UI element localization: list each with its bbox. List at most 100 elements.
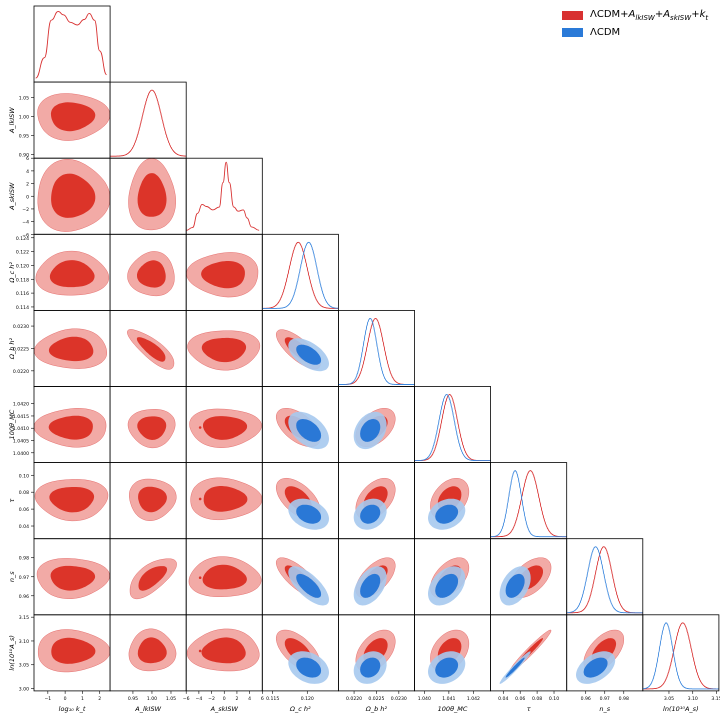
panel-0-7: [36, 558, 110, 599]
contour-red-68: [201, 637, 246, 664]
panel-4-8: [353, 629, 396, 684]
left-tick-label: 4: [26, 169, 29, 175]
marginal-red-theta: [414, 394, 491, 462]
left-tick-label: 0.0220: [13, 369, 29, 375]
contour-blue-68: [435, 504, 459, 524]
contour-red-68: [136, 337, 166, 362]
contour-red-68: [51, 637, 96, 664]
left-tick-label: 3.05: [19, 663, 29, 669]
left-axis-label: 100θ_MC: [8, 409, 16, 439]
panel-1-4: [127, 329, 175, 370]
bottom-tick-label: 1.040: [418, 696, 431, 702]
marginal-red-omch2: [262, 241, 339, 309]
panel-2-6: [190, 477, 263, 520]
outlier-dot: [198, 497, 202, 501]
left-tick-label: 0.120: [16, 263, 29, 269]
panel-4-6: [353, 478, 396, 530]
outlier-dot: [198, 649, 202, 653]
left-tick-label: 0: [26, 194, 29, 200]
left-tick-label: −2: [22, 207, 29, 213]
contour-red-68: [138, 486, 167, 513]
left-tick-label: 0.0225: [13, 346, 29, 352]
left-axis-label: ln(10¹⁰A_s): [8, 635, 16, 671]
panel-2-2: [186, 161, 260, 231]
contour-red-68: [138, 566, 168, 591]
bottom-tick-label: 0.97: [600, 696, 610, 702]
bottom-axis-label: τ: [527, 705, 531, 713]
left-axis-label: Ω_b h²: [8, 337, 16, 360]
panel-3-6: [276, 478, 329, 530]
contour-blue-68: [505, 657, 525, 678]
left-tick-label: 3.00: [19, 687, 29, 693]
left-tick-label: 0.90: [19, 152, 29, 158]
panel-6-6: [490, 470, 567, 538]
bottom-tick-label: 1.05: [166, 696, 176, 702]
panel-3-5: [276, 408, 329, 450]
contour-red-68: [201, 337, 247, 363]
panel-0-4: [34, 328, 107, 369]
bottom-axis-label: A_lkISW: [134, 705, 161, 713]
marginal-red-log10kt: [35, 10, 108, 79]
marginal-blue-omch2: [262, 241, 339, 309]
panel-2-8: [186, 628, 260, 672]
panel-0-2: [37, 159, 111, 232]
bottom-axis-label: ln(10¹⁰A_s): [663, 705, 699, 713]
bottom-tick-label: 1.042: [467, 696, 480, 702]
bottom-tick-label: 0.115: [266, 696, 279, 702]
bottom-tick-label: 0.0225: [368, 696, 384, 702]
bottom-tick-label: 0.95: [128, 696, 138, 702]
marginal-blue-theta: [414, 394, 491, 462]
contour-blue-68: [360, 419, 381, 442]
panel-2-7: [188, 556, 262, 597]
marginal-blue-tau: [490, 470, 567, 538]
left-tick-label: 0.04: [19, 524, 29, 530]
panel-6-8: [499, 629, 552, 684]
left-tick-label: −6: [22, 232, 29, 238]
panel-0-6: [34, 479, 109, 522]
bottom-tick-label: 1.041: [442, 696, 455, 702]
left-axis-label: A_lkISW: [8, 107, 16, 134]
left-axis-label: Ω_c h²: [8, 262, 16, 284]
contour-red-68: [202, 564, 247, 590]
left-axis-label: τ: [8, 499, 16, 503]
panel-1-6: [129, 478, 177, 521]
panel-2-4: [187, 330, 261, 371]
left-axis-label: n_s: [8, 571, 16, 582]
contour-red-68: [201, 261, 245, 289]
bottom-tick-label: −4: [195, 696, 202, 702]
panel-2-3: [186, 252, 259, 298]
bottom-tick-label: −6: [183, 696, 190, 702]
legend-item-extended: ΛCDM+AlkISW+AskISW+kt: [562, 7, 708, 23]
bottom-tick-label: 0.98: [619, 696, 629, 702]
panel-6-7: [499, 557, 552, 606]
contour-blue-68: [583, 657, 608, 678]
contour-red-68: [48, 336, 94, 362]
contour-blue-68: [360, 657, 381, 678]
bottom-tick-label: 6: [261, 696, 264, 702]
left-tick-label: 0.118: [16, 277, 29, 283]
marginal-red-logA: [642, 622, 719, 690]
panel-0-0: [35, 10, 108, 79]
bottom-tick-label: 1.00: [147, 696, 157, 702]
contour-blue-68: [296, 344, 322, 365]
left-tick-label: 1.0410: [13, 426, 29, 432]
legend: ΛCDM+AlkISW+AskISW+kt ΛCDM: [562, 7, 708, 41]
panel-4-7: [353, 557, 396, 606]
panel-frame-0-0: [33, 5, 111, 83]
bottom-tick-label: 0: [64, 696, 67, 702]
left-tick-label: 0.97: [19, 575, 29, 581]
panel-5-6: [428, 478, 470, 530]
bottom-tick-label: 4: [248, 696, 251, 702]
bottom-axis-label: A_skISW: [210, 705, 239, 713]
legend-label-extended: ΛCDM+AlkISW+AskISW+kt: [590, 8, 709, 22]
left-tick-label: 1.0415: [13, 414, 29, 420]
panel-0-5: [34, 408, 107, 448]
contour-red-68: [203, 486, 248, 512]
bottom-axis-label: 100θ_MC: [438, 705, 468, 713]
panel-1-3: [127, 251, 175, 297]
bottom-axis-label: Ω_b h²: [365, 705, 388, 713]
bottom-tick-label: 2: [235, 696, 238, 702]
panel-4-5: [353, 408, 396, 450]
contour-red-68: [48, 415, 93, 440]
